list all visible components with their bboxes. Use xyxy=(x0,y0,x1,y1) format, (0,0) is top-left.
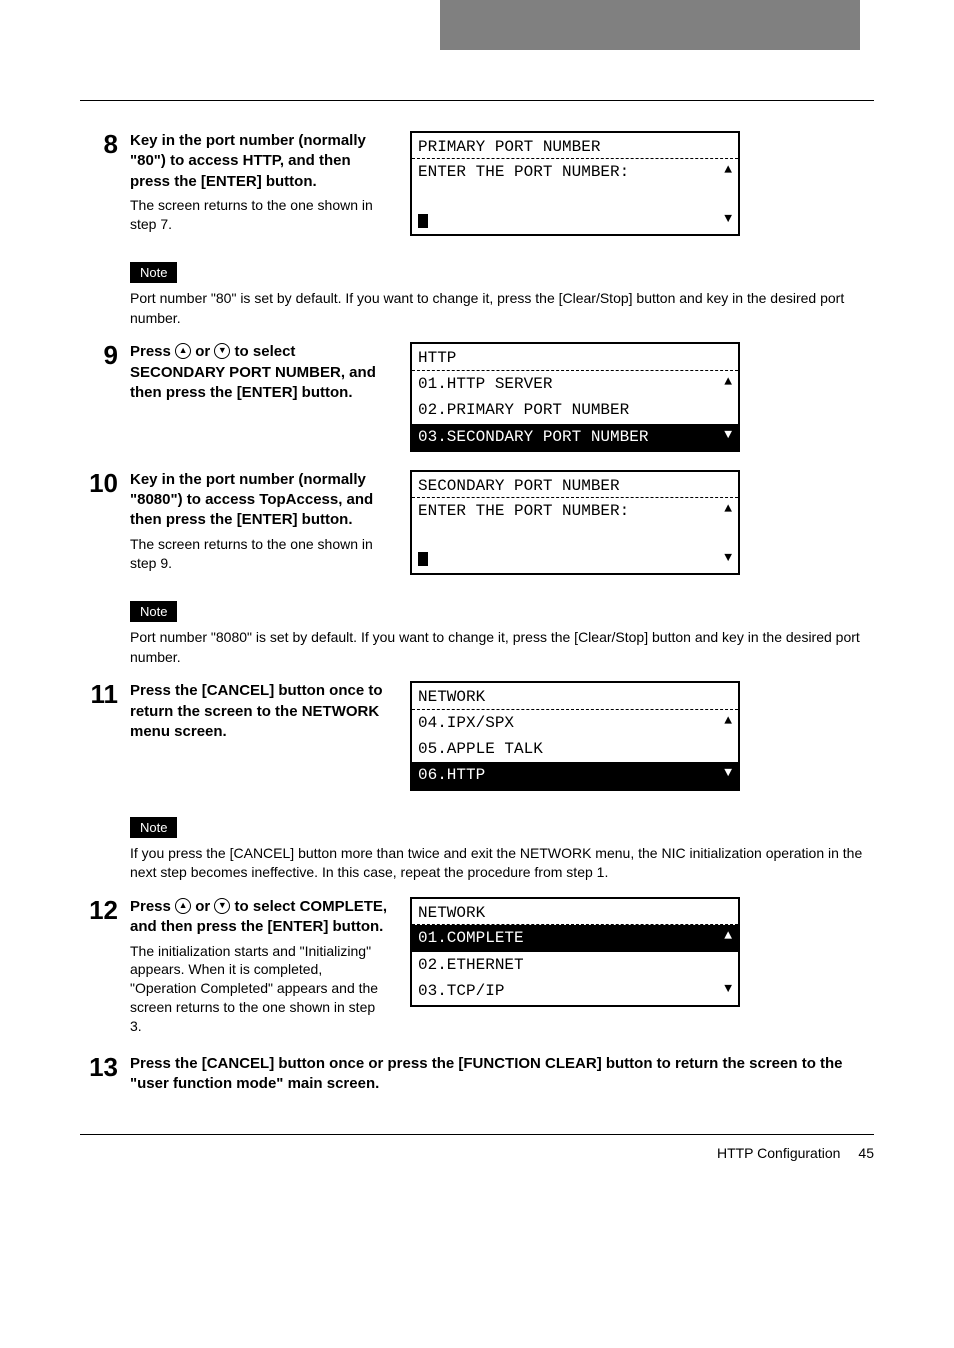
text: Press xyxy=(130,343,175,360)
step-10-note-block: Note Port number "8080" is set by defaul… xyxy=(130,593,874,667)
down-arrow-icon: ▼ xyxy=(724,549,732,567)
lcd-text: 06.HTTP xyxy=(418,766,485,784)
step-subtext: The screen returns to the one shown in s… xyxy=(130,196,390,234)
up-arrow-icon: ▲ xyxy=(724,712,732,730)
down-button-icon: ▼ xyxy=(214,343,230,359)
step-title: Key in the port number (normally "80") t… xyxy=(130,131,390,192)
lcd-row: 04.IPX/SPX ▲ xyxy=(412,710,738,736)
step-title: Press the [CANCEL] button once or press … xyxy=(130,1054,854,1095)
lcd-row: ▼ xyxy=(412,208,738,234)
note-badge: Note xyxy=(130,817,177,838)
lcd-text: 01.COMPLETE xyxy=(418,929,524,947)
note-text: Port number "8080" is set by default. If… xyxy=(130,628,874,667)
lcd-text: ENTER THE PORT NUMBER: xyxy=(418,163,629,181)
up-button-icon: ▲ xyxy=(175,343,191,359)
step-number: 13 xyxy=(80,1054,130,1080)
lcd-row: ▼ xyxy=(412,547,738,573)
step-8: 8 Key in the port number (normally "80")… xyxy=(80,131,874,236)
page-footer: HTTP Configuration 45 xyxy=(80,1134,874,1161)
note-badge: Note xyxy=(130,262,177,283)
lcd-network-complete: NETWORK 01.COMPLETE ▲ 02.ETHERNET 03.TCP… xyxy=(410,897,740,1007)
step-number: 11 xyxy=(80,681,130,707)
lcd-row xyxy=(412,186,738,208)
lcd-secondary-port: SECONDARY PORT NUMBER ENTER THE PORT NUM… xyxy=(410,470,740,575)
lcd-row xyxy=(412,525,738,547)
step-10: 10 Key in the port number (normally "808… xyxy=(80,470,874,575)
step-number: 10 xyxy=(80,470,130,496)
step-9: 9 Press ▲ or ▼ to select SECONDARY PORT … xyxy=(80,342,874,452)
lcd-row: 01.HTTP SERVER ▲ xyxy=(412,371,738,397)
lcd-title: PRIMARY PORT NUMBER xyxy=(412,133,738,159)
lcd-text: 01.HTTP SERVER xyxy=(418,375,552,393)
lcd-title: HTTP xyxy=(412,344,738,370)
text: or xyxy=(191,898,214,915)
step-number: 9 xyxy=(80,342,130,368)
step-title: Press ▲ or ▼ to select COMPLETE, and the… xyxy=(130,897,390,938)
step-title: Press the [CANCEL] button once to return… xyxy=(130,681,390,742)
footer-page-number: 45 xyxy=(858,1145,874,1161)
step-subtext: The initialization starts and "Initializ… xyxy=(130,942,390,1036)
lcd-text: 04.IPX/SPX xyxy=(418,714,514,732)
up-arrow-icon: ▲ xyxy=(724,927,732,945)
lcd-text: 03.TCP/IP xyxy=(418,982,504,1000)
lcd-title: SECONDARY PORT NUMBER xyxy=(412,472,738,498)
note-badge: Note xyxy=(130,601,177,622)
down-arrow-icon: ▼ xyxy=(724,764,732,782)
step-12: 12 Press ▲ or ▼ to select COMPLETE, and … xyxy=(80,897,874,1036)
up-button-icon: ▲ xyxy=(175,898,191,914)
down-arrow-icon: ▼ xyxy=(724,210,732,228)
text: Press xyxy=(130,898,175,915)
lcd-network-menu: NETWORK 04.IPX/SPX ▲ 05.APPLE TALK 06.HT… xyxy=(410,681,740,791)
lcd-row: ENTER THE PORT NUMBER: ▲ xyxy=(412,159,738,185)
lcd-row: ENTER THE PORT NUMBER: ▲ xyxy=(412,498,738,524)
text: or xyxy=(191,343,214,360)
lcd-row-selected: 01.COMPLETE ▲ xyxy=(412,925,738,951)
lcd-text: 03.SECONDARY PORT NUMBER xyxy=(418,428,648,446)
step-13: 13 Press the [CANCEL] button once or pre… xyxy=(80,1054,874,1095)
lcd-title: NETWORK xyxy=(412,683,738,709)
cursor-icon xyxy=(418,214,428,228)
lcd-row: 02.ETHERNET xyxy=(412,952,738,978)
up-arrow-icon: ▲ xyxy=(724,373,732,391)
top-rule xyxy=(80,100,874,101)
step-11: 11 Press the [CANCEL] button once to ret… xyxy=(80,681,874,791)
down-button-icon: ▼ xyxy=(214,898,230,914)
lcd-row: 03.TCP/IP ▼ xyxy=(412,978,738,1004)
lcd-row-selected: 06.HTTP ▼ xyxy=(412,762,738,788)
down-arrow-icon: ▼ xyxy=(724,980,732,998)
step-subtext: The screen returns to the one shown in s… xyxy=(130,535,390,573)
step-title: Key in the port number (normally "8080")… xyxy=(130,470,390,531)
note-text: If you press the [CANCEL] button more th… xyxy=(130,844,874,883)
lcd-row: 05.APPLE TALK xyxy=(412,736,738,762)
page-content: 8 Key in the port number (normally "80")… xyxy=(0,0,954,1221)
up-arrow-icon: ▲ xyxy=(724,161,732,179)
step-title: Press ▲ or ▼ to select SECONDARY PORT NU… xyxy=(130,342,390,403)
lcd-row: 02.PRIMARY PORT NUMBER xyxy=(412,397,738,423)
lcd-text: ENTER THE PORT NUMBER: xyxy=(418,502,629,520)
step-number: 12 xyxy=(80,897,130,923)
lcd-text: 02.PRIMARY PORT NUMBER xyxy=(418,401,629,419)
lcd-http-menu: HTTP 01.HTTP SERVER ▲ 02.PRIMARY PORT NU… xyxy=(410,342,740,452)
step-11-note-block: Note If you press the [CANCEL] button mo… xyxy=(130,809,874,883)
lcd-row-selected: 03.SECONDARY PORT NUMBER ▼ xyxy=(412,424,738,450)
up-arrow-icon: ▲ xyxy=(724,500,732,518)
lcd-text: 02.ETHERNET xyxy=(418,956,524,974)
lcd-primary-port: PRIMARY PORT NUMBER ENTER THE PORT NUMBE… xyxy=(410,131,740,236)
lcd-text: 05.APPLE TALK xyxy=(418,740,543,758)
lcd-title: NETWORK xyxy=(412,899,738,925)
down-arrow-icon: ▼ xyxy=(724,426,732,444)
step-8-note-block: Note Port number "80" is set by default.… xyxy=(130,254,874,328)
cursor-icon xyxy=(418,552,428,566)
step-number: 8 xyxy=(80,131,130,157)
note-text: Port number "80" is set by default. If y… xyxy=(130,289,874,328)
footer-section: HTTP Configuration xyxy=(717,1145,840,1161)
